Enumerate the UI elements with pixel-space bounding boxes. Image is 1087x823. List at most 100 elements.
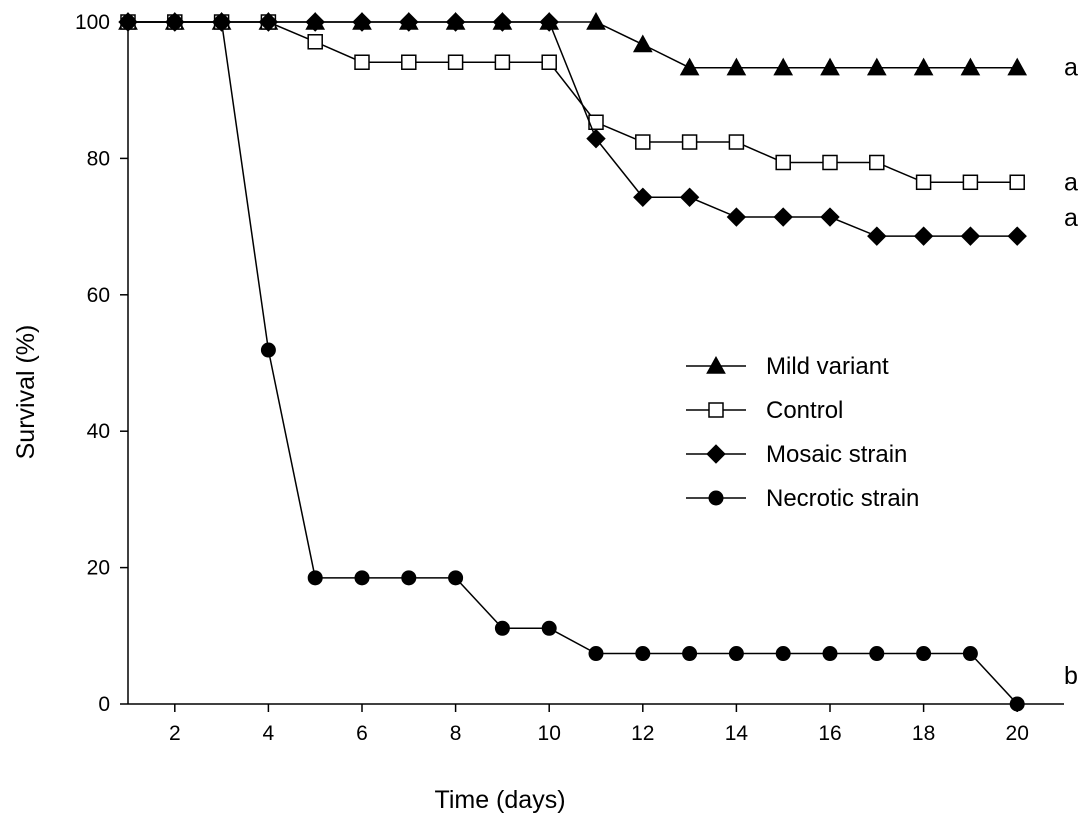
group-letter-2: a — [1064, 204, 1078, 232]
point-s1-x10 — [541, 54, 557, 70]
series-line-3 — [128, 21, 1018, 705]
y-tick-label-80: 80 — [87, 147, 110, 170]
point-s3-x4 — [260, 342, 276, 358]
legend-entry-1: Control — [686, 397, 843, 424]
point-s1-x20 — [1009, 174, 1025, 191]
point-s3-x10 — [541, 620, 557, 636]
point-s3-x3 — [214, 14, 230, 30]
y-tick-label-0: 0 — [98, 693, 110, 716]
series-line-2 — [128, 21, 1018, 237]
point-s2-x10 — [539, 12, 559, 32]
point-s0-x11 — [586, 11, 606, 30]
point-s0-x13 — [679, 57, 700, 76]
point-s1-x6 — [354, 54, 370, 70]
point-s0-x15 — [773, 57, 794, 76]
point-s0-x17 — [866, 57, 887, 76]
point-s3-x16 — [822, 646, 838, 662]
axes: 2 4 6 8 10 12 14 16 18 20 0 20 40 60 80 100 — [75, 11, 1064, 745]
series-1 — [120, 14, 1025, 191]
point-s0-x20 — [1007, 57, 1028, 76]
point-s3-x20 — [1009, 696, 1025, 712]
point-s2-x6 — [352, 12, 372, 32]
point-s3-x2 — [167, 14, 183, 30]
series-layer — [118, 11, 1028, 712]
legend-label-3: Necrotic strain — [766, 485, 919, 512]
y-tick-label-20: 20 — [87, 557, 110, 580]
point-s2-x7 — [399, 12, 419, 32]
y-axis-title: Survival (%) — [12, 325, 40, 460]
point-s3-x13 — [682, 646, 698, 662]
point-s0-x12 — [632, 34, 653, 53]
point-s1-x9 — [494, 54, 511, 70]
x-tick-label-18: 18 — [912, 722, 935, 745]
x-tick-label-16: 16 — [818, 722, 841, 745]
point-s2-x12 — [633, 187, 653, 207]
legend-marker-2 — [706, 444, 726, 464]
x-tick-label-14: 14 — [725, 722, 749, 745]
point-s3-x17 — [869, 646, 885, 662]
legend-entry-3: Necrotic strain — [686, 485, 919, 512]
point-s1-x17 — [869, 154, 885, 171]
point-s1-x7 — [401, 54, 417, 70]
y-tick-label-100: 100 — [75, 11, 110, 34]
group-letter-1: a — [1064, 168, 1078, 196]
y-tick-label-40: 40 — [87, 420, 110, 443]
legend-marker-1 — [708, 402, 724, 418]
point-s0-x16 — [820, 57, 840, 76]
point-s2-x13 — [679, 187, 700, 207]
legend-entry-0: Mild variant — [686, 353, 889, 380]
point-s3-x8 — [448, 570, 464, 586]
point-s2-x18 — [913, 226, 934, 246]
point-s3-x7 — [401, 570, 417, 586]
y-tick-label-60: 60 — [87, 284, 110, 307]
point-s2-x11 — [586, 128, 606, 149]
x-tick-label-2: 2 — [169, 722, 181, 745]
point-s2-x19 — [960, 226, 981, 246]
x-tick-label-12: 12 — [631, 722, 654, 745]
legend: Mild variant Control Mosaic strain Necrotic… — [686, 353, 919, 512]
point-s2-x15 — [773, 207, 793, 227]
point-s3-x14 — [728, 646, 744, 662]
point-s3-x15 — [775, 646, 791, 662]
point-s0-x18 — [913, 57, 934, 76]
x-tick-label-10: 10 — [538, 722, 561, 745]
series-3 — [120, 14, 1025, 712]
point-s1-x18 — [915, 174, 932, 191]
legend-label-2: Mosaic strain — [766, 441, 907, 468]
point-s1-x16 — [822, 154, 838, 171]
point-s1-x15 — [775, 154, 791, 171]
point-s3-x5 — [307, 570, 323, 586]
point-s1-x5 — [307, 34, 323, 50]
legend-label-1: Control — [766, 397, 843, 424]
group-letter-3: b — [1064, 662, 1078, 690]
point-s2-x5 — [305, 12, 325, 32]
point-s2-x8 — [445, 12, 466, 32]
point-s3-x1 — [120, 14, 136, 30]
legend-marker-3 — [708, 490, 724, 506]
x-tick-label-4: 4 — [263, 722, 275, 745]
point-s2-x17 — [867, 226, 887, 246]
point-s1-x13 — [681, 134, 698, 150]
point-s1-x14 — [728, 134, 745, 150]
point-s1-x12 — [635, 134, 651, 150]
point-s3-x6 — [354, 570, 370, 586]
point-s1-x8 — [447, 54, 464, 70]
point-s3-x19 — [962, 646, 978, 662]
point-s0-x19 — [960, 57, 981, 76]
group-letter-0: a — [1064, 54, 1078, 82]
legend-marker-0 — [706, 355, 726, 374]
point-s3-x11 — [588, 646, 604, 662]
point-s2-x9 — [492, 12, 513, 32]
point-s2-x16 — [820, 207, 840, 227]
x-axis-title: Time (days) — [434, 786, 565, 814]
series-line-1 — [128, 21, 1018, 184]
point-s1-x19 — [962, 174, 979, 191]
point-s2-x20 — [1007, 226, 1027, 246]
x-tick-label-8: 8 — [450, 722, 462, 745]
point-s2-x14 — [726, 207, 747, 227]
point-s3-x18 — [916, 646, 932, 662]
point-s3-x12 — [635, 646, 651, 662]
